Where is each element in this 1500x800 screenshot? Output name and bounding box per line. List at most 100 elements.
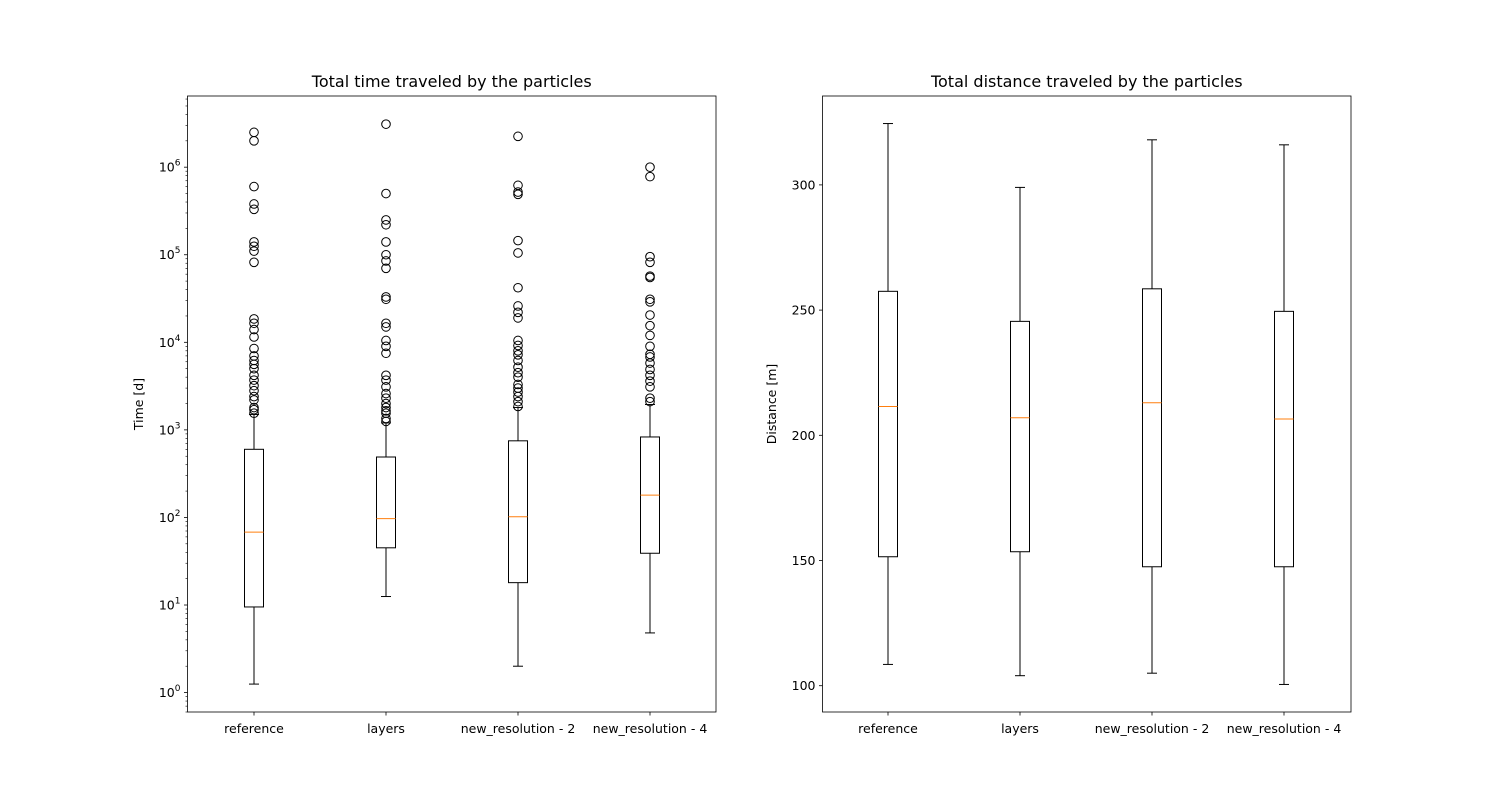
y-tick-label-exponent: 2 (175, 509, 181, 519)
outlier-point (645, 382, 655, 392)
outlier-point (645, 297, 655, 307)
outlier-point (381, 406, 391, 416)
outlier-point (381, 341, 391, 352)
outlier-point (513, 383, 523, 393)
outlier-point (513, 248, 523, 258)
outlier-point (249, 408, 259, 419)
outlier-point (645, 271, 655, 281)
y-tick-label-base: 10 (159, 422, 175, 437)
box-iqr (244, 448, 264, 608)
y-tick-label: 101 (159, 597, 181, 613)
box-iqr (1010, 320, 1030, 553)
outlier-point (381, 413, 391, 424)
outlier-point (381, 375, 391, 385)
y-tick-label-base: 10 (159, 335, 175, 350)
y-tick-label-base: 10 (159, 598, 175, 613)
y-tick-label-exponent: 3 (175, 421, 181, 431)
outlier-point (513, 189, 523, 200)
outlier-point (513, 187, 523, 197)
outlier-point (513, 180, 523, 191)
outlier-point (513, 396, 523, 407)
outlier-point (381, 402, 391, 413)
outlier-point (381, 263, 391, 274)
outlier-point (381, 408, 391, 419)
outlier-point (249, 385, 259, 396)
outlier-point (513, 131, 523, 142)
y-tick-label: 250 (792, 303, 816, 318)
outlier-point (249, 257, 259, 268)
y-tick-label: 100 (792, 678, 816, 693)
outlier-point (249, 314, 259, 324)
outlier-point (513, 345, 523, 356)
outlier-point (249, 404, 259, 415)
outlier-point (249, 402, 259, 413)
outlier-point (249, 324, 259, 335)
y-tick-label: 106 (159, 159, 181, 175)
outlier-point (381, 348, 391, 359)
y-tick-label: 200 (792, 428, 816, 443)
outlier-point (249, 241, 259, 252)
outlier-point (249, 391, 259, 402)
box-iqr (508, 440, 528, 584)
outlier-point (513, 355, 523, 366)
outlier-point (381, 219, 391, 230)
x-tick-label: layers (367, 721, 405, 736)
outlier-point (249, 395, 259, 405)
outlier-point (645, 349, 655, 360)
y-tick-label: 104 (159, 334, 181, 350)
outlier-point (645, 376, 655, 386)
outlier-point (513, 367, 523, 378)
y-tick-label-exponent: 5 (175, 246, 181, 256)
y-axis-label: Distance [m] (764, 364, 779, 445)
y-tick-label: 105 (159, 246, 181, 262)
outlier-point (249, 204, 259, 215)
chart-title: Total time traveled by the particles (311, 72, 592, 91)
outlier-point (645, 310, 655, 320)
outlier-point (513, 301, 523, 311)
outlier-point (249, 343, 259, 354)
y-tick-label-exponent: 4 (175, 334, 181, 344)
outlier-point (513, 379, 523, 390)
outlier-point (249, 351, 259, 361)
outlier-point (645, 330, 655, 341)
outlier-point (249, 318, 259, 329)
outlier-point (381, 393, 391, 404)
y-tick-label-base: 10 (159, 160, 175, 175)
outlier-point (645, 251, 655, 262)
outlier-point (249, 181, 259, 192)
outlier-point (249, 246, 259, 256)
x-tick-label: new_resolution - 4 (1227, 721, 1342, 736)
outlier-point (381, 398, 391, 409)
outlier-point (513, 335, 523, 346)
outlier-point (381, 237, 391, 247)
y-tick-label: 300 (792, 177, 816, 192)
y-tick-label-base: 10 (159, 247, 175, 262)
x-tick-label: new_resolution - 2 (1095, 721, 1210, 736)
outlier-point (249, 136, 259, 146)
outlier-point (645, 364, 655, 375)
outlier-point (249, 375, 259, 385)
outlier-point (513, 307, 523, 318)
y-tick-label: 100 (159, 684, 181, 700)
outlier-point (513, 340, 523, 351)
outlier-point (249, 237, 259, 247)
outlier-point (381, 382, 391, 392)
outlier-point (249, 199, 259, 209)
box-iqr (878, 290, 898, 558)
outlier-point (249, 355, 259, 366)
outlier-point (381, 335, 391, 346)
outlier-point (249, 370, 259, 381)
outlier-point (513, 362, 523, 372)
outlier-point (513, 313, 523, 323)
outlier-point (645, 341, 655, 352)
outlier-point (513, 401, 523, 412)
outlier-point (381, 188, 391, 199)
y-axis-label: Time [d] (131, 378, 146, 431)
outlier-point (645, 393, 655, 404)
y-tick-label-base: 10 (159, 685, 175, 700)
outlier-point (381, 119, 391, 129)
outlier-point (381, 292, 391, 302)
x-tick-label: new_resolution - 2 (461, 721, 576, 736)
y-tick-label: 150 (792, 553, 816, 568)
